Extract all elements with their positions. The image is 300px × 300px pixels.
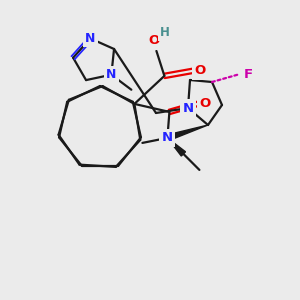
Polygon shape	[167, 125, 208, 141]
Text: N: N	[162, 131, 173, 144]
Text: H: H	[160, 26, 169, 39]
Text: N: N	[85, 32, 96, 45]
Polygon shape	[167, 138, 185, 156]
Text: O: O	[149, 34, 160, 47]
Text: F: F	[243, 68, 253, 80]
Text: O: O	[200, 98, 211, 110]
Text: O: O	[195, 64, 206, 77]
Text: N: N	[106, 68, 116, 81]
Text: N: N	[182, 101, 194, 115]
